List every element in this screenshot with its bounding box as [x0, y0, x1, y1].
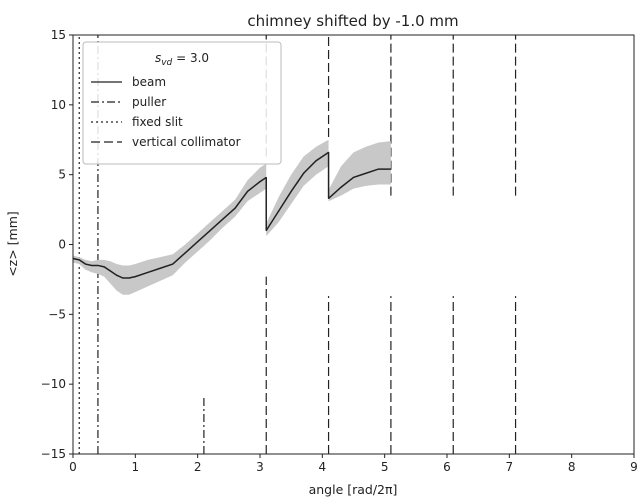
y-tick-label: 0	[58, 238, 66, 252]
beam-point	[103, 266, 105, 268]
beam-band-segment-2	[328, 141, 391, 202]
x-tick-label: 9	[630, 460, 638, 474]
beam-point	[222, 218, 224, 220]
beam-point	[91, 264, 93, 267]
beam-point	[128, 277, 130, 279]
y-tick-label: −5	[48, 307, 66, 321]
x-axis-label: angle [rad/2π]	[309, 482, 398, 497]
x-tick-label: 5	[381, 460, 389, 474]
x-tick-label: 8	[568, 460, 576, 474]
beam-point	[278, 210, 280, 212]
beam-point	[97, 264, 99, 267]
x-tick-label: 7	[506, 460, 514, 474]
legend-entries: beam puller fixed slit vertical collimator	[91, 75, 241, 149]
beam-point	[352, 176, 355, 179]
legend-title-symbol: s	[155, 51, 161, 65]
x-tick-label: 1	[132, 460, 140, 474]
beam-point	[109, 270, 111, 272]
x-tick-label: 6	[443, 460, 451, 474]
y-tick-label: 15	[51, 28, 66, 42]
beam-point	[84, 263, 87, 265]
beam-point	[78, 259, 80, 261]
y-tick-label: −15	[41, 447, 66, 461]
legend-box	[82, 41, 282, 165]
legend-label-puller: puller	[132, 95, 166, 109]
beam-point	[184, 252, 186, 254]
legend-title-value: = 3.0	[172, 51, 209, 65]
x-tick-label: 0	[69, 460, 77, 474]
beam-band-segment-0	[73, 163, 267, 295]
legend-title: svd = 3.0	[155, 51, 209, 68]
beam-point	[303, 172, 305, 174]
beam-point	[122, 277, 124, 279]
legend-label-beam: beam	[132, 75, 166, 89]
beam-line-segment-1	[265, 151, 329, 231]
beam-point	[234, 207, 236, 209]
beam-point	[290, 190, 292, 193]
y-tick-label: 10	[51, 98, 66, 112]
beam-point	[259, 181, 261, 183]
axes: 0 1 2 3 4 5 6 7 8 9 −15 −10 −5 0 5 10 15	[41, 28, 638, 474]
x-tick-label: 2	[194, 460, 202, 474]
chart-title: chimney shifted by -1.0 mm	[247, 12, 458, 30]
beam-point	[159, 267, 161, 269]
legend: svd = 3.0 beam puller fixed slit vertical c…	[82, 41, 282, 165]
legend-title-subscript: vd	[161, 58, 172, 68]
beam-point	[209, 229, 211, 232]
beam-line-segment-0	[72, 176, 267, 279]
x-tick-label: 3	[256, 460, 264, 474]
y-axis-label: <z> [mm]	[5, 211, 20, 277]
beam-point	[340, 186, 342, 188]
y-tick-label: 5	[58, 168, 66, 182]
legend-label-vertical-collimator: vertical collimator	[132, 135, 241, 149]
beam-point	[365, 172, 367, 174]
beam-line-segment-2	[328, 168, 391, 199]
beam-point	[172, 263, 174, 265]
beam-point	[197, 241, 199, 243]
legend-label-fixed-slit: fixed slit	[132, 115, 183, 129]
beam-point	[147, 271, 149, 274]
beam-point	[246, 190, 249, 193]
plot-area	[72, 35, 517, 454]
y-tick-label: −10	[41, 377, 66, 391]
beam-point	[116, 274, 118, 276]
beam-point	[134, 276, 136, 278]
beam-point	[390, 168, 392, 170]
beam-point	[315, 160, 317, 162]
x-tick-label: 4	[319, 460, 327, 474]
beam-point	[377, 168, 380, 170]
